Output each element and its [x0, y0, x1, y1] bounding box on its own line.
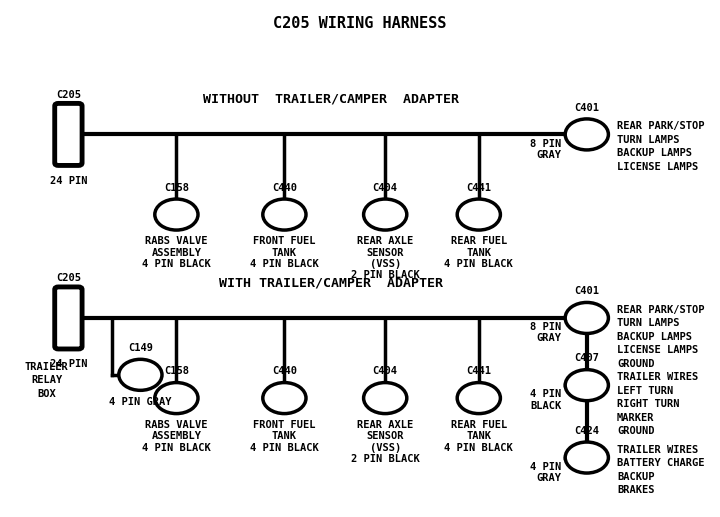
Text: REAR AXLE: REAR AXLE	[357, 236, 413, 246]
Text: ASSEMBLY: ASSEMBLY	[151, 431, 202, 441]
Text: 4 PIN BLACK: 4 PIN BLACK	[444, 259, 513, 269]
Text: BACKUP LAMPS: BACKUP LAMPS	[617, 148, 692, 158]
Text: C407: C407	[575, 354, 599, 363]
Text: LICENSE LAMPS: LICENSE LAMPS	[617, 345, 698, 355]
Text: (VSS): (VSS)	[369, 259, 401, 269]
Text: 4 PIN BLACK: 4 PIN BLACK	[142, 259, 211, 269]
Text: C149: C149	[128, 343, 153, 353]
Text: TRAILER WIRES: TRAILER WIRES	[617, 372, 698, 382]
Text: C424: C424	[575, 426, 599, 436]
Text: REAR PARK/STOP: REAR PARK/STOP	[617, 305, 705, 315]
Text: GRAY: GRAY	[536, 473, 562, 483]
Circle shape	[155, 199, 198, 230]
Text: C205 WIRING HARNESS: C205 WIRING HARNESS	[274, 16, 446, 31]
Text: RIGHT TURN: RIGHT TURN	[617, 399, 680, 409]
Text: TURN LAMPS: TURN LAMPS	[617, 135, 680, 145]
Circle shape	[565, 370, 608, 401]
Circle shape	[565, 302, 608, 333]
Text: RELAY: RELAY	[31, 375, 63, 385]
FancyBboxPatch shape	[55, 103, 82, 165]
Circle shape	[119, 359, 162, 390]
Text: C401: C401	[575, 103, 599, 113]
Text: ASSEMBLY: ASSEMBLY	[151, 248, 202, 257]
Circle shape	[565, 119, 608, 150]
Text: C404: C404	[373, 367, 397, 376]
Text: REAR PARK/STOP: REAR PARK/STOP	[617, 121, 705, 131]
Text: GROUND: GROUND	[617, 359, 654, 369]
Text: FRONT FUEL: FRONT FUEL	[253, 236, 315, 246]
Text: 4 PIN BLACK: 4 PIN BLACK	[142, 443, 211, 452]
Text: 8 PIN: 8 PIN	[531, 139, 562, 148]
Text: C158: C158	[164, 367, 189, 376]
Text: TRAILER WIRES: TRAILER WIRES	[617, 445, 698, 454]
Text: GRAY: GRAY	[536, 333, 562, 343]
Text: LEFT TURN: LEFT TURN	[617, 386, 673, 396]
Text: C205: C205	[56, 90, 81, 100]
Text: GRAY: GRAY	[536, 150, 562, 160]
Text: C441: C441	[467, 183, 491, 193]
Text: TURN LAMPS: TURN LAMPS	[617, 318, 680, 328]
Text: 4 PIN: 4 PIN	[531, 462, 562, 472]
Text: GROUND: GROUND	[617, 426, 654, 436]
Text: TANK: TANK	[272, 248, 297, 257]
Text: FRONT FUEL: FRONT FUEL	[253, 420, 315, 430]
Circle shape	[263, 199, 306, 230]
Text: 4 PIN BLACK: 4 PIN BLACK	[250, 259, 319, 269]
Text: 4 PIN: 4 PIN	[531, 389, 562, 399]
Text: WITHOUT  TRAILER/CAMPER  ADAPTER: WITHOUT TRAILER/CAMPER ADAPTER	[203, 93, 459, 106]
FancyBboxPatch shape	[55, 287, 82, 349]
Text: RABS VALVE: RABS VALVE	[145, 420, 207, 430]
Text: C401: C401	[575, 286, 599, 296]
Text: MARKER: MARKER	[617, 413, 654, 422]
Text: REAR FUEL: REAR FUEL	[451, 420, 507, 430]
Text: 24 PIN: 24 PIN	[50, 359, 87, 369]
Circle shape	[263, 383, 306, 414]
Text: TANK: TANK	[272, 431, 297, 441]
Text: WITH TRAILER/CAMPER  ADAPTER: WITH TRAILER/CAMPER ADAPTER	[219, 277, 444, 290]
Text: 2 PIN BLACK: 2 PIN BLACK	[351, 270, 420, 280]
Text: C205: C205	[56, 273, 81, 283]
Text: BOX: BOX	[37, 389, 56, 399]
Text: BLACK: BLACK	[531, 401, 562, 410]
Text: 24 PIN: 24 PIN	[50, 176, 87, 186]
Circle shape	[457, 383, 500, 414]
Text: REAR AXLE: REAR AXLE	[357, 420, 413, 430]
Text: C440: C440	[272, 183, 297, 193]
Text: BATTERY CHARGE: BATTERY CHARGE	[617, 458, 705, 468]
Text: C404: C404	[373, 183, 397, 193]
Text: 4 PIN BLACK: 4 PIN BLACK	[250, 443, 319, 452]
Circle shape	[364, 383, 407, 414]
Text: 8 PIN: 8 PIN	[531, 322, 562, 332]
Text: SENSOR: SENSOR	[366, 248, 404, 257]
Circle shape	[364, 199, 407, 230]
Text: REAR FUEL: REAR FUEL	[451, 236, 507, 246]
Text: 4 PIN BLACK: 4 PIN BLACK	[444, 443, 513, 452]
Text: TANK: TANK	[467, 431, 491, 441]
Text: RABS VALVE: RABS VALVE	[145, 236, 207, 246]
Text: (VSS): (VSS)	[369, 443, 401, 452]
Text: C441: C441	[467, 367, 491, 376]
Text: BACKUP LAMPS: BACKUP LAMPS	[617, 332, 692, 342]
Text: BRAKES: BRAKES	[617, 485, 654, 495]
Text: SENSOR: SENSOR	[366, 431, 404, 441]
Text: TRAILER: TRAILER	[25, 362, 68, 372]
Text: LICENSE LAMPS: LICENSE LAMPS	[617, 162, 698, 172]
Text: BACKUP: BACKUP	[617, 472, 654, 481]
Circle shape	[155, 383, 198, 414]
Text: C440: C440	[272, 367, 297, 376]
Circle shape	[457, 199, 500, 230]
Circle shape	[565, 442, 608, 473]
Text: 4 PIN GRAY: 4 PIN GRAY	[109, 397, 171, 406]
Text: C158: C158	[164, 183, 189, 193]
Text: TANK: TANK	[467, 248, 491, 257]
Text: 2 PIN BLACK: 2 PIN BLACK	[351, 454, 420, 464]
